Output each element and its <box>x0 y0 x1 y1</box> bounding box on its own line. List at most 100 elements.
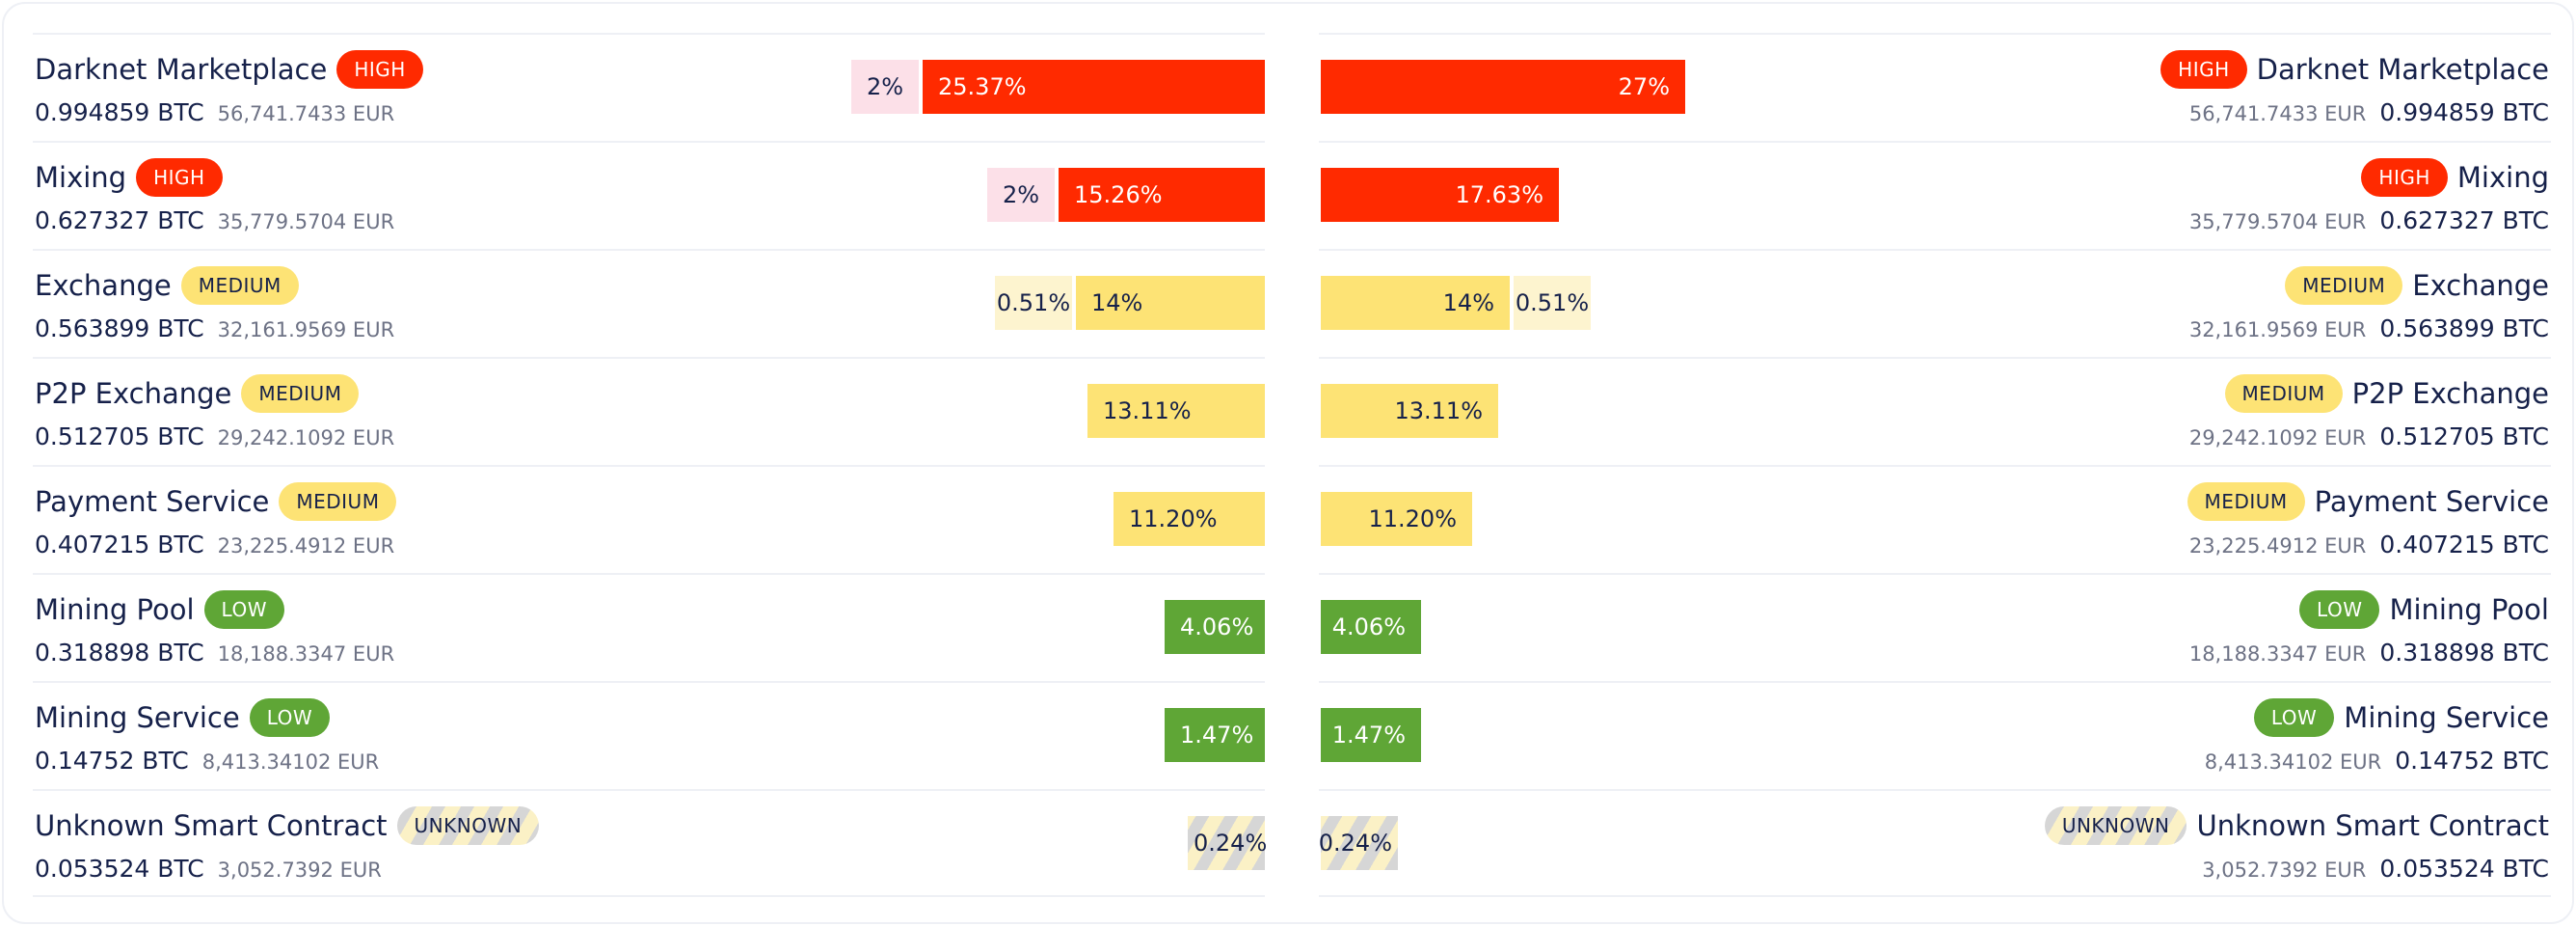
exposure-bar-group: 4.06% <box>1165 600 1265 654</box>
exposure-row[interactable]: Mixing HIGH 0.627327 BTC 35,779.5704 EUR 2% 1… <box>33 141 1265 249</box>
eur-amount: 3,052.7392 EUR <box>2202 858 2367 882</box>
exposure-row[interactable]: MEDIUM P2P Exchange 29,242.1092 EUR 0.51270… <box>1319 357 2551 465</box>
exposure-row[interactable]: Payment Service MEDIUM 0.407215 BTC 23,225.… <box>33 465 1265 573</box>
eur-amount: 56,741.7433 EUR <box>217 102 395 125</box>
entity-name-line: UNKNOWN Unknown Smart Contract <box>2044 804 2549 847</box>
eur-amount: 18,188.3347 EUR <box>2188 642 2367 666</box>
entity-name-line: Darknet Marketplace HIGH <box>35 48 423 91</box>
btc-amount: 0.563899 BTC <box>2379 314 2549 342</box>
right-exposure-panel: HIGH Darknet Marketplace 56,741.7433 EUR 0.… <box>1319 33 2551 897</box>
entity-name: Exchange <box>35 269 172 302</box>
eur-amount: 3,052.7392 EUR <box>217 858 382 882</box>
exposure-row[interactable]: MEDIUM Payment Service 23,225.4912 EUR 0.40… <box>1319 465 2551 573</box>
btc-amount: 0.407215 BTC <box>2379 531 2549 558</box>
entity-name: Mining Service <box>2344 701 2549 734</box>
entity-name-line: Mining Pool LOW <box>35 588 284 631</box>
risk-badge-medium: MEDIUM <box>279 482 397 521</box>
exposure-row[interactable]: Exchange MEDIUM 0.563899 BTC 32,161.9569 EU… <box>33 249 1265 357</box>
exposure-row[interactable]: Mining Pool LOW 0.318898 BTC 18,188.3347 EU… <box>33 573 1265 681</box>
exposure-bar-unknown: 0.24% <box>1319 816 1398 870</box>
entity-amounts: 0.994859 BTC 56,741.7433 EUR <box>35 98 394 126</box>
eur-amount: 32,161.9569 EUR <box>2188 318 2367 341</box>
btc-amount: 0.14752 BTC <box>35 747 189 775</box>
entity-amounts: 0.563899 BTC 32,161.9569 EUR <box>35 314 394 342</box>
exposure-bar-high: 27% <box>1321 60 1685 114</box>
eur-amount: 23,225.4912 EUR <box>2188 534 2367 558</box>
exposure-bar-group: 2% 15.26% <box>987 168 1265 222</box>
exposure-row[interactable]: Unknown Smart Contract UNKNOWN 0.053524 BT… <box>33 789 1267 897</box>
exposure-bar-group: 4.06% <box>1321 600 1421 654</box>
risk-badge-medium: MEDIUM <box>2224 374 2343 413</box>
entity-amounts: 0.14752 BTC 8,413.34102 EUR <box>35 747 379 775</box>
entity-name: Mining Pool <box>2389 593 2549 626</box>
entity-name: Darknet Marketplace <box>2256 53 2549 86</box>
entity-name: P2P Exchange <box>35 377 232 410</box>
eur-amount: 29,242.1092 EUR <box>217 426 395 449</box>
exposure-bar-medium: 11.20% <box>1114 492 1265 546</box>
exposure-bar-group: 13.11% <box>1321 384 1498 438</box>
eur-amount: 32,161.9569 EUR <box>217 318 395 341</box>
exposure-row[interactable]: LOW Mining Pool 18,188.3347 EUR 0.318898 BT… <box>1319 573 2551 681</box>
entity-amounts: 0.512705 BTC 29,242.1092 EUR <box>35 422 394 450</box>
exposure-bar-medium-indirect: 0.51% <box>1514 276 1591 330</box>
btc-amount: 0.627327 BTC <box>35 206 204 234</box>
risk-badge-high: HIGH <box>2361 158 2448 197</box>
exposure-row[interactable]: LOW Mining Service 8,413.34102 EUR 0.14752 … <box>1319 681 2551 789</box>
btc-amount: 0.994859 BTC <box>2379 98 2549 126</box>
exposure-bar-medium-indirect: 0.51% <box>995 276 1072 330</box>
entity-name-line: LOW Mining Pool <box>2299 588 2549 631</box>
exposure-bar-group: 11.20% <box>1321 492 1472 546</box>
btc-amount: 0.563899 BTC <box>35 314 204 342</box>
entity-name-line: HIGH Darknet Marketplace <box>2160 48 2549 91</box>
exposure-bar-medium: 14% <box>1321 276 1510 330</box>
risk-badge-medium: MEDIUM <box>2187 482 2305 521</box>
btc-amount: 0.627327 BTC <box>2379 206 2549 234</box>
entity-amounts: 0.318898 BTC 18,188.3347 EUR <box>35 639 394 667</box>
eur-amount: 29,242.1092 EUR <box>2188 426 2367 449</box>
exposure-bar-low: 4.06% <box>1321 600 1421 654</box>
exposure-bar-medium: 11.20% <box>1321 492 1472 546</box>
entity-name: Darknet Marketplace <box>35 53 328 86</box>
exposure-bar-unknown: 0.24% <box>1188 816 1267 870</box>
risk-badge-low: LOW <box>2299 590 2380 629</box>
risk-badge-high: HIGH <box>2160 50 2247 89</box>
btc-amount: 0.318898 BTC <box>35 639 204 667</box>
exposure-bar-high: 15.26% <box>1059 168 1265 222</box>
exposure-bar-group: 2% 25.37% <box>851 60 1265 114</box>
risk-badge-unknown: UNKNOWN <box>2044 806 2187 845</box>
exposure-bar-group: 1.47% <box>1321 708 1421 762</box>
entity-name: Mining Service <box>35 701 240 734</box>
eur-amount: 8,413.34102 EUR <box>2204 750 2382 774</box>
exposure-row[interactable]: Darknet Marketplace HIGH 0.994859 BTC 56,74… <box>33 33 1265 141</box>
exposure-row[interactable]: MEDIUM Exchange 32,161.9569 EUR 0.563899 BT… <box>1319 249 2551 357</box>
entity-amounts: 0.407215 BTC 23,225.4912 EUR <box>35 531 394 558</box>
btc-amount: 0.512705 BTC <box>35 422 204 450</box>
exposure-row[interactable]: HIGH Darknet Marketplace 56,741.7433 EUR 0.… <box>1319 33 2551 141</box>
exposure-bar-group: 1.47% <box>1165 708 1265 762</box>
entity-name: Payment Service <box>35 485 270 518</box>
exposure-row[interactable]: Mining Service LOW 0.14752 BTC 8,413.34102 … <box>33 681 1265 789</box>
exposure-row[interactable]: P2P Exchange MEDIUM 0.512705 BTC 29,242.109… <box>33 357 1265 465</box>
exposure-row[interactable]: UNKNOWN Unknown Smart Contract 3,052.7392 … <box>1319 789 2551 897</box>
exposure-row[interactable]: HIGH Mixing 35,779.5704 EUR 0.627327 BTC 17.… <box>1319 141 2551 249</box>
entity-name-line: Payment Service MEDIUM <box>35 480 397 523</box>
exposure-bar-low: 1.47% <box>1321 708 1421 762</box>
exposure-bar-group: 11.20% <box>1114 492 1265 546</box>
entity-amounts: 32,161.9569 EUR 0.563899 BTC <box>2189 314 2549 342</box>
risk-badge-medium: MEDIUM <box>2285 266 2403 305</box>
exposure-bar-medium: 13.11% <box>1087 384 1265 438</box>
risk-badge-medium: MEDIUM <box>241 374 360 413</box>
exposure-bar-medium: 13.11% <box>1321 384 1498 438</box>
entity-amounts: 0.053524 BTC 3,052.7392 EUR <box>35 855 382 883</box>
entity-name: Unknown Smart Contract <box>2196 809 2549 842</box>
exposure-bar-group: 0.24% <box>1188 816 1267 870</box>
entity-amounts: 23,225.4912 EUR 0.407215 BTC <box>2189 531 2549 558</box>
exposure-bar-high: 17.63% <box>1321 168 1559 222</box>
eur-amount: 35,779.5704 EUR <box>217 210 395 233</box>
entity-name: Mining Pool <box>35 593 195 626</box>
eur-amount: 8,413.34102 EUR <box>201 750 380 774</box>
entity-amounts: 29,242.1092 EUR 0.512705 BTC <box>2189 422 2549 450</box>
entity-name-line: Exchange MEDIUM <box>35 264 299 307</box>
entity-name-line: Mining Service LOW <box>35 696 331 739</box>
entity-amounts: 18,188.3347 EUR 0.318898 BTC <box>2189 639 2549 667</box>
